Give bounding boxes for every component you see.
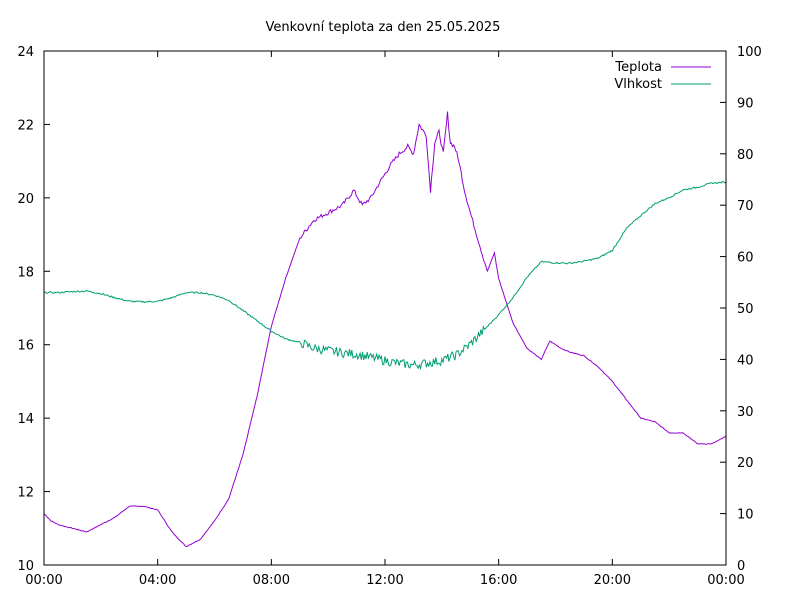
y-tick-label: 10	[17, 559, 34, 574]
series-layer	[43, 111, 727, 548]
y-tick-label: 12	[17, 486, 34, 501]
y-tick-label: 14	[17, 412, 34, 427]
y-tick-label: 16	[17, 339, 34, 354]
x-tick-label: 16:00	[480, 573, 517, 588]
y2-tick-labels: 0 10 20 30 40 50 60 70 80 90 100	[737, 45, 762, 574]
y2-tick-label: 20	[737, 456, 754, 471]
tick-marks	[43, 50, 727, 566]
legend-label: Teplota	[614, 60, 662, 75]
y2-tick-label: 50	[737, 302, 754, 317]
y-tick-label: 18	[17, 265, 34, 280]
y2-tick-label: 30	[737, 405, 754, 420]
y-tick-labels: 10 12 14 16 18 20 22 24	[17, 45, 34, 574]
y2-tick-label: 90	[737, 96, 754, 111]
legend: Teplota Vlhkost	[614, 60, 711, 92]
x-tick-labels: 00:00 04:00 08:00 12:00 16:00 20:00 00:00	[25, 573, 744, 588]
plot-frame	[43, 50, 727, 566]
x-tick-label: 00:00	[25, 573, 62, 588]
series-line-teplota	[43, 111, 727, 548]
y-tick-label: 22	[17, 118, 34, 133]
x-tick-label: 20:00	[594, 573, 631, 588]
y2-tick-label: 70	[737, 199, 754, 214]
series-line-vlhkost	[43, 181, 727, 371]
y2-tick-label: 80	[737, 148, 754, 163]
y2-tick-label: 60	[737, 251, 754, 266]
y2-tick-label: 100	[737, 45, 762, 60]
y2-tick-label: 10	[737, 508, 754, 523]
y-tick-label: 20	[17, 192, 34, 207]
x-tick-label: 04:00	[139, 573, 176, 588]
y-tick-label: 24	[17, 45, 34, 60]
x-tick-label: 00:00	[707, 573, 744, 588]
chart-title: Venkovní teplota za den 25.05.2025	[266, 20, 501, 35]
y2-tick-label: 0	[737, 559, 745, 574]
x-tick-label: 12:00	[366, 573, 403, 588]
legend-label: Vlhkost	[614, 77, 662, 92]
y2-tick-label: 40	[737, 353, 754, 368]
x-tick-label: 08:00	[253, 573, 290, 588]
